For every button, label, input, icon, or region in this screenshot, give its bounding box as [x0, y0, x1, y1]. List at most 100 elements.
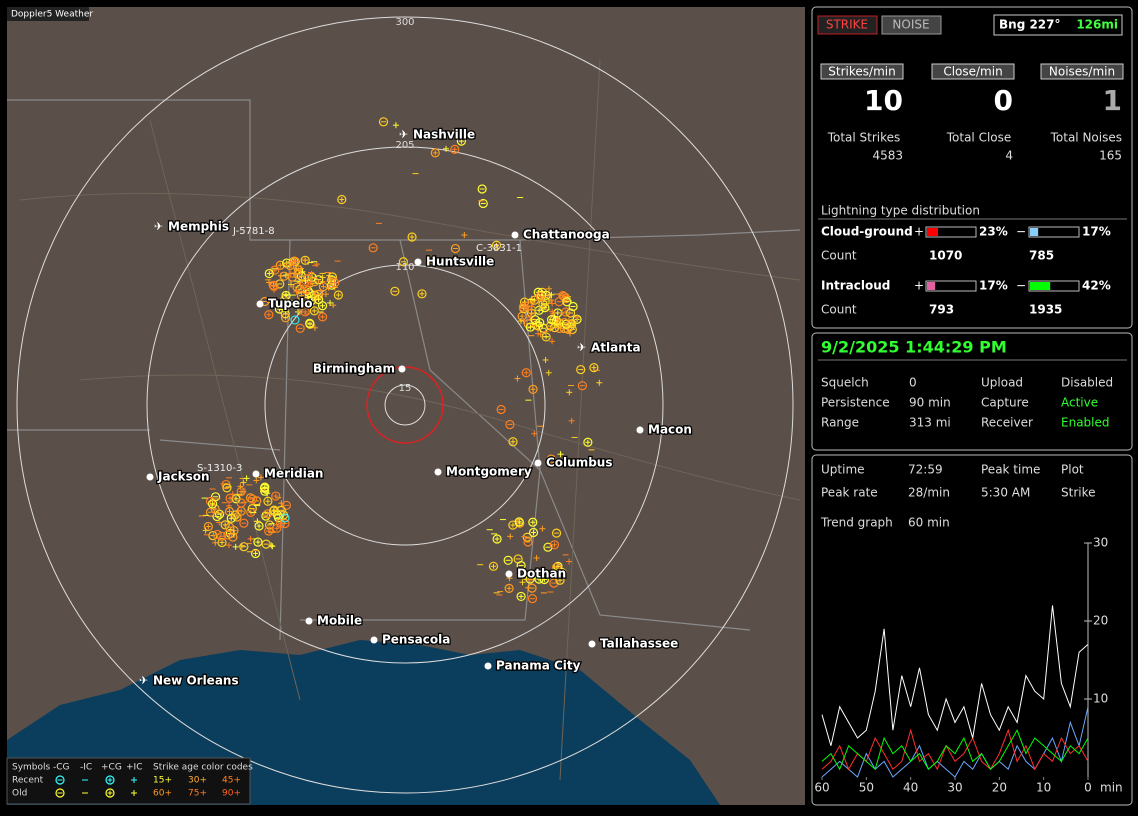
dist-title: Lightning type distribution: [821, 204, 980, 218]
city-label: Atlanta: [591, 341, 641, 355]
strike-button-label[interactable]: STRIKE: [826, 18, 868, 32]
setting-value: 90 min: [909, 396, 951, 410]
range-ring: [16, 16, 794, 794]
range-label: 110: [395, 262, 414, 273]
strike: [275, 279, 285, 289]
total-label: Total Noises: [1050, 131, 1122, 145]
count-label: Count: [821, 303, 857, 317]
strike: [337, 194, 347, 205]
y-tick-label: 20: [1093, 614, 1108, 628]
city-dot: [256, 300, 264, 308]
strike: [247, 494, 258, 504]
noise-button-label[interactable]: NOISE: [892, 18, 929, 32]
strike: [561, 319, 571, 329]
stat-label: Plot: [1061, 463, 1084, 477]
panel: [811, 454, 1133, 806]
strike: [296, 291, 307, 301]
strike: [427, 255, 437, 265]
setting-label: Squelch: [821, 376, 869, 390]
stat-label: Peak time: [981, 463, 1040, 477]
strike: [290, 315, 300, 325]
strike: [430, 148, 440, 158]
counter-label: Strikes/min: [828, 65, 895, 79]
dist-count: 1070: [929, 249, 962, 263]
city-dot: [511, 231, 519, 239]
legend-type: -IC: [80, 763, 92, 773]
dist-count: 785: [1029, 249, 1054, 263]
city-dot: [305, 617, 313, 625]
trend-line: [821, 605, 1089, 746]
strike: [514, 517, 524, 527]
strike: [228, 532, 238, 542]
total-value: 4583: [872, 149, 903, 163]
strike: [589, 363, 599, 373]
strike: [327, 280, 337, 290]
counter-header: [931, 63, 1015, 80]
strike: [295, 323, 305, 333]
strike: [546, 454, 556, 464]
datetime: 9/2/2025 1:44:29 PM: [821, 338, 1007, 357]
dist-box: [925, 226, 977, 238]
legend-symbols: [55, 775, 137, 798]
city-label: Birmingham: [313, 362, 395, 376]
strike: [260, 482, 270, 492]
airport-icon: ✈: [577, 341, 586, 354]
city-label: Meridian: [264, 467, 323, 481]
strike-button[interactable]: [817, 15, 878, 35]
strike: [220, 520, 230, 530]
strike: [251, 548, 261, 559]
strike: [552, 317, 562, 327]
total-value: 165: [1099, 149, 1122, 163]
y-tick-label: 30: [1093, 536, 1108, 550]
strike: [205, 496, 216, 506]
strike: [222, 483, 232, 493]
legend-row: Old: [12, 789, 27, 799]
strike: [568, 301, 578, 312]
city-dot: [588, 640, 596, 648]
strike: [232, 512, 242, 522]
strike: [450, 243, 460, 254]
strike: [521, 368, 531, 378]
x-tick-label: 40: [903, 781, 918, 795]
noise-button[interactable]: [881, 15, 942, 35]
strike: [105, 775, 115, 785]
counter-header: [820, 63, 904, 80]
strike: [330, 278, 340, 288]
stat-value: 60 min: [908, 516, 950, 530]
city-label: Montgomery: [446, 465, 532, 479]
strike: [518, 302, 528, 312]
dist-pct: 17%: [979, 279, 1008, 293]
strike: [281, 299, 291, 310]
strike: [527, 594, 538, 604]
strike: [210, 504, 220, 514]
strike: [275, 260, 285, 270]
strike: [253, 537, 263, 547]
strike: [545, 321, 556, 331]
legend-age: 15+: [153, 776, 172, 786]
strike: [239, 518, 249, 528]
legend-type: +IC: [126, 763, 142, 773]
strike-symbols: [198, 117, 603, 604]
range-ring: [146, 146, 664, 664]
legend-type: -CG: [53, 763, 70, 773]
setting-label: Receiver: [981, 416, 1033, 430]
station-label: C-3831-1: [476, 243, 522, 254]
city-dot: [505, 570, 513, 578]
dist-box: [1028, 280, 1080, 292]
city-label: Jackson: [157, 470, 210, 484]
legend-age: 75+: [188, 789, 207, 799]
strike: [491, 240, 502, 250]
sign: +: [914, 279, 924, 293]
strike: [368, 243, 378, 253]
strike: [583, 437, 593, 447]
legend-age: 30+: [188, 776, 207, 786]
title-badge: [7, 7, 89, 21]
station-label: S-1310-3: [197, 463, 242, 474]
legend-symbols: Symbols: [12, 763, 51, 773]
sign: −: [1016, 279, 1026, 293]
city-dot: [398, 365, 406, 373]
bearing: Bng 227°: [999, 18, 1061, 32]
setting-label: Range: [821, 416, 859, 430]
setting-value: Disabled: [1061, 376, 1113, 390]
